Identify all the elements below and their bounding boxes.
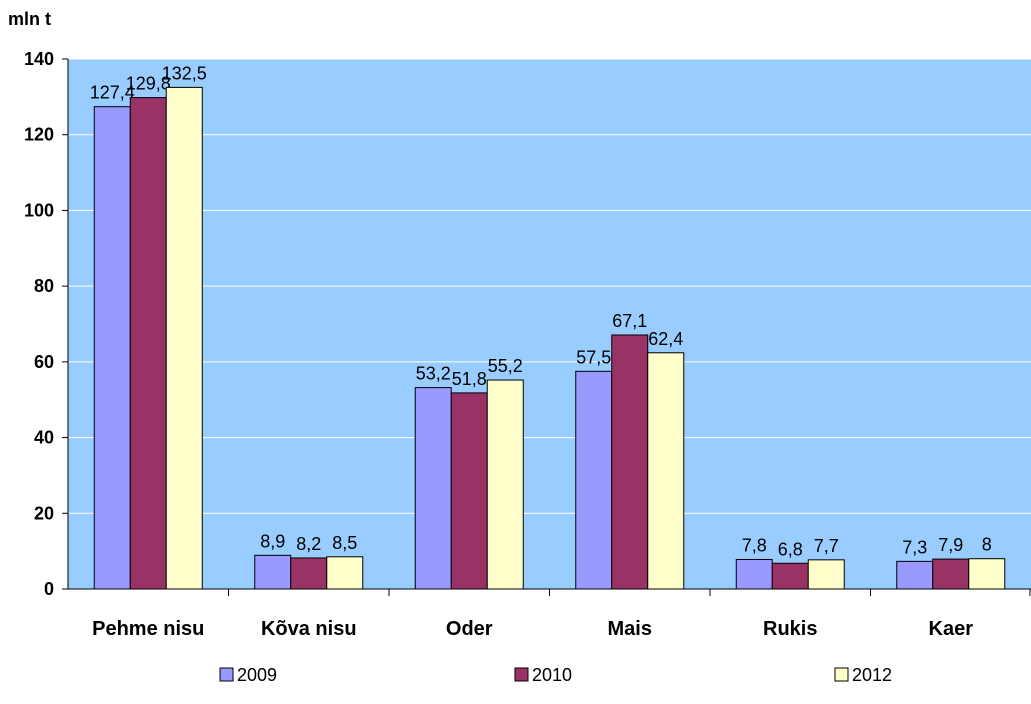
plot-background [68, 59, 1031, 589]
plot-area: 0 20 40 60 80 100 120 140 Pehme nisu 127,4129,813… [24, 49, 1031, 640]
bar [165, 86, 203, 590]
data-label: 8,5 [332, 533, 357, 553]
category-label: Oder [446, 618, 493, 640]
legend-swatch [834, 667, 849, 682]
category-label: Mais [608, 618, 652, 640]
y-tick-label: 60 [34, 352, 54, 372]
legend: 2009 2010 2012 [219, 665, 892, 685]
data-label: 7,3 [902, 537, 927, 557]
bar [807, 559, 845, 590]
data-label: 132,5 [162, 63, 207, 83]
bar [647, 352, 685, 590]
bar [575, 370, 613, 590]
data-label: 67,1 [612, 311, 647, 331]
y-tick-label: 40 [34, 428, 54, 448]
legend-swatch [514, 667, 529, 682]
data-label: 8,9 [260, 531, 285, 551]
data-label: 6,8 [778, 539, 803, 559]
bar [611, 334, 649, 590]
data-label: 127,4 [90, 83, 135, 103]
bar [486, 379, 524, 590]
bar [326, 556, 364, 590]
data-label: 7,8 [742, 535, 767, 555]
data-label: 53,2 [416, 364, 451, 384]
data-label: 57,5 [576, 347, 611, 367]
y-tick-label: 120 [24, 125, 54, 145]
bar [932, 558, 970, 590]
data-label: 8 [982, 535, 992, 555]
category-label: Rukis [763, 618, 817, 640]
legend-label: 2010 [532, 665, 572, 685]
data-label: 129,8 [126, 74, 171, 94]
bar [129, 97, 167, 590]
y-tick-label: 20 [34, 503, 54, 523]
data-label: 55,2 [488, 356, 523, 376]
data-label: 51,8 [452, 369, 487, 389]
legend-label: 2009 [237, 665, 277, 685]
bar [254, 554, 292, 590]
data-label: 7,7 [814, 536, 839, 556]
legend-label: 2012 [852, 665, 892, 685]
y-tick-label: 0 [44, 579, 54, 599]
category-label: Kõva nisu [261, 618, 357, 640]
y-tick-label: 80 [34, 276, 54, 296]
y-axis-title: mln t [8, 9, 51, 29]
bar [414, 387, 452, 590]
y-tick-label: 140 [24, 49, 54, 69]
bar [735, 558, 773, 590]
bar [450, 392, 488, 590]
data-label: 7,9 [938, 535, 963, 555]
y-tick-label: 100 [24, 200, 54, 220]
data-label: 8,2 [296, 534, 321, 554]
legend-swatch [219, 667, 234, 682]
bar [771, 562, 809, 590]
bar [290, 557, 328, 590]
category-label: Pehme nisu [92, 618, 204, 640]
bar [968, 558, 1006, 590]
bar [896, 560, 934, 590]
data-label: 62,4 [648, 329, 683, 349]
category-label: Kaer [929, 618, 974, 640]
bar [93, 106, 131, 590]
